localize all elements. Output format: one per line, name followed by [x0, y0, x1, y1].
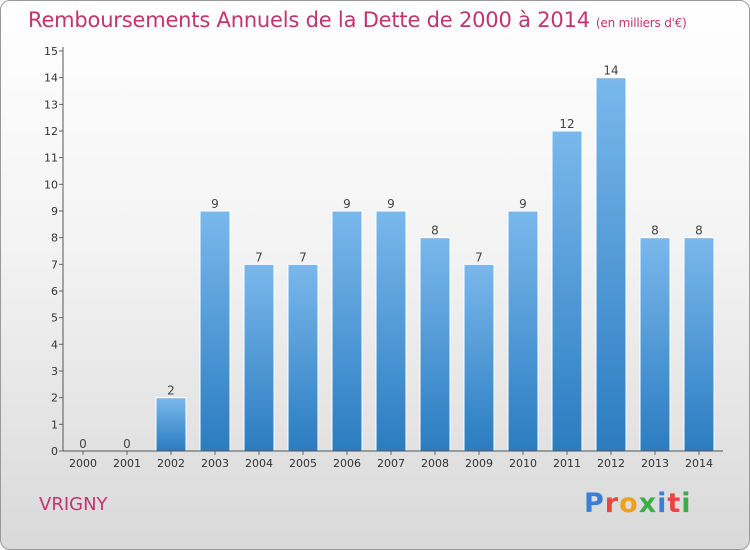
x-tick-label-2009: 2009 — [465, 457, 493, 470]
x-tick-label-2008: 2008 — [421, 457, 449, 470]
y-tick-label-5: 5 — [51, 312, 58, 325]
bar-2003 — [199, 210, 231, 452]
data-label-2007: 9 — [387, 197, 395, 211]
x-tick-label-2003: 2003 — [201, 457, 229, 470]
x-tick-labels: 2000 2001 2002 2003 2004 2005 2006 2007 2008 2009… — [69, 451, 713, 470]
data-label-2000: 0 — [79, 437, 87, 451]
y-tick-label-10: 10 — [44, 178, 58, 191]
y-tick-label-3: 3 — [51, 365, 58, 378]
data-label-2004: 7 — [255, 250, 263, 264]
bar-2013 — [639, 237, 671, 452]
chart-unit: (en milliers d'€) — [595, 16, 687, 30]
bar-2010 — [507, 210, 539, 452]
logo-letter: o — [619, 488, 639, 519]
data-label-2014: 8 — [695, 224, 703, 238]
data-label-2006: 9 — [343, 197, 351, 211]
bar-2002 — [155, 397, 187, 452]
y-tick-label-13: 13 — [44, 98, 58, 111]
data-label-2008: 8 — [431, 224, 439, 238]
bar-2007 — [375, 210, 407, 452]
x-tick-label-2013: 2013 — [641, 457, 669, 470]
data-label-2005: 7 — [299, 250, 307, 264]
chart-title: Remboursements Annuels de la Dette de 20… — [28, 8, 687, 32]
y-tick-label-12: 12 — [44, 125, 58, 138]
logo-letter: P — [584, 488, 605, 519]
data-label-2011: 12 — [559, 117, 574, 131]
bar-2005 — [287, 263, 319, 452]
logo-letter: t — [667, 488, 682, 519]
x-tick-label-2000: 2000 — [69, 457, 97, 470]
data-label-2012: 14 — [603, 64, 618, 78]
y-tick-label-9: 9 — [51, 205, 58, 218]
logo-letter: r — [604, 488, 620, 519]
bar-2011 — [551, 130, 583, 452]
data-label-2003: 9 — [211, 197, 219, 211]
data-label-2001: 0 — [123, 437, 131, 451]
x-tick-label-2011: 2011 — [553, 457, 581, 470]
y-tick-label-11: 11 — [44, 152, 58, 165]
x-tick-label-2005: 2005 — [289, 457, 317, 470]
y-tick-label-7: 7 — [51, 258, 58, 271]
x-tick-label-2012: 2012 — [597, 457, 625, 470]
bar-2009 — [463, 263, 495, 452]
data-label-2013: 8 — [651, 224, 659, 238]
bar-2008 — [419, 237, 451, 452]
y-tick-label-1: 1 — [51, 418, 58, 431]
x-tick-label-2010: 2010 — [509, 457, 537, 470]
y-tick-label-14: 14 — [44, 72, 58, 85]
logo-letter: i — [657, 488, 668, 519]
y-tick-label-6: 6 — [51, 285, 58, 298]
bar-2006 — [331, 210, 363, 452]
x-tick-label-2001: 2001 — [113, 457, 141, 470]
logo-letter: i — [681, 488, 692, 519]
proxiti-logo: Proxiti — [584, 488, 692, 519]
data-labels: 0 0 2 9 7 7 9 9 8 7 9 12 14 8 8 — [79, 64, 703, 451]
data-label-2009: 7 — [475, 250, 483, 264]
data-label-2010: 9 — [519, 197, 527, 211]
x-tick-label-2002: 2002 — [157, 457, 185, 470]
bar-2012 — [595, 77, 627, 452]
bar-2014 — [683, 237, 715, 452]
bars-group — [155, 77, 715, 452]
commune-name: VRIGNY — [39, 494, 108, 515]
x-tick-label-2006: 2006 — [333, 457, 361, 470]
y-tick-label-8: 8 — [51, 232, 58, 245]
x-tick-label-2014: 2014 — [685, 457, 713, 470]
y-tick-label-0: 0 — [51, 445, 58, 458]
bar-2004 — [243, 263, 275, 452]
y-tick-label-2: 2 — [51, 392, 58, 405]
chart-title-text: Remboursements Annuels de la Dette de 20… — [28, 8, 590, 32]
x-tick-label-2004: 2004 — [245, 457, 273, 470]
logo-letter: x — [638, 488, 658, 519]
x-tick-label-2007: 2007 — [377, 457, 405, 470]
y-tick-label-4: 4 — [51, 338, 58, 351]
data-label-2002: 2 — [167, 384, 175, 398]
y-tick-label-15: 15 — [44, 45, 58, 58]
